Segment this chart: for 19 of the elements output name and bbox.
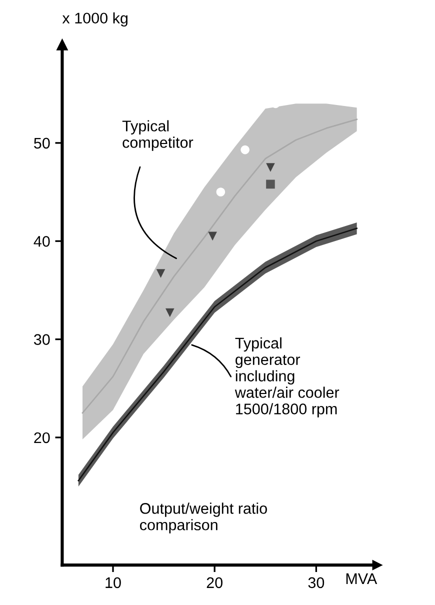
- y-tick-label: 20: [34, 432, 50, 444]
- annotation: Typical generator including water/air cooler 1500/1800 rpm: [234, 337, 340, 418]
- x-tick-label: 20: [206, 577, 222, 588]
- annotation: Typical competitor: [122, 120, 194, 151]
- point: [266, 180, 275, 189]
- x-tick-label: 30: [308, 577, 324, 588]
- x-tick-label: 10: [106, 577, 121, 588]
- point: [156, 269, 166, 278]
- y-axis-title: x 1000 kg: [62, 12, 128, 27]
- point: [216, 188, 226, 196]
- y-tick-label: 50: [34, 138, 50, 149]
- point: [208, 232, 217, 241]
- y-tick-label: 40: [34, 236, 50, 247]
- point: [240, 145, 250, 154]
- x-axis-title: MVA: [346, 573, 378, 584]
- y-tick-label: 30: [34, 334, 50, 345]
- annotation: Output/weight ratio comparison: [140, 502, 267, 534]
- point: [166, 308, 174, 318]
- point: [266, 163, 275, 172]
